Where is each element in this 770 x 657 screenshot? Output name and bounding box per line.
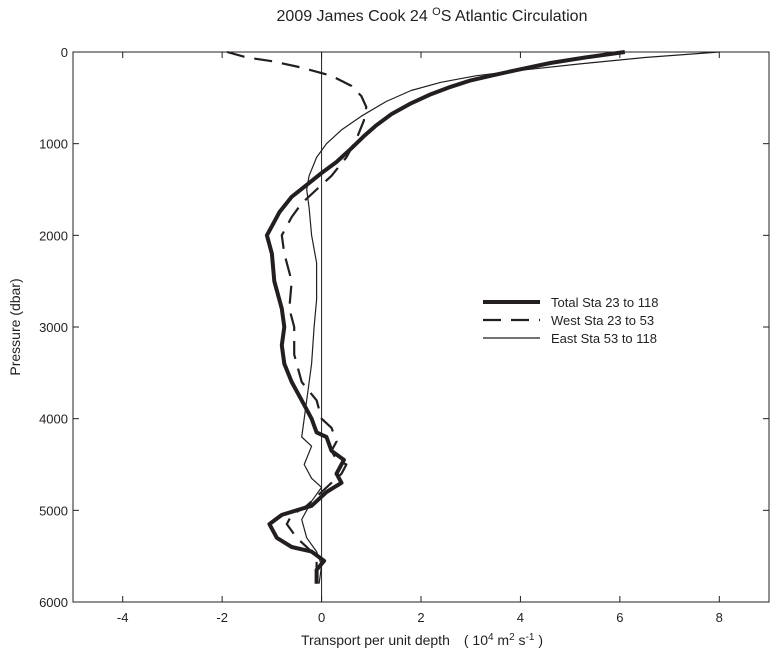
series-line-2 xyxy=(226,50,368,584)
legend-label-2: West Sta 23 to 53 xyxy=(551,313,654,328)
x-tick-label: 4 xyxy=(517,610,524,625)
y-tick-label: 5000 xyxy=(39,503,68,518)
x-tick-label: -4 xyxy=(117,610,129,625)
series-line-1 xyxy=(264,50,626,584)
x-tick-label: 6 xyxy=(616,610,623,625)
x-tick-label: -2 xyxy=(216,610,228,625)
y-axis-label: Pressure (dbar) xyxy=(7,278,23,375)
plot-frame xyxy=(72,51,770,603)
series-layer xyxy=(226,50,720,584)
plot-axes: -4 -2 0 2 4 6 8 0 1000 2000 3000 4000 5000 6000 xyxy=(39,45,770,625)
legend-label-3: East Sta 53 to 118 xyxy=(551,331,657,346)
legend: Total Sta 23 to 118 West Sta 23 to 53 East… xyxy=(483,295,658,346)
series-line-3 xyxy=(301,51,720,584)
y-tick-label: 1000 xyxy=(39,137,68,152)
x-tick-label: 2 xyxy=(417,610,424,625)
x-tick-label: 8 xyxy=(716,610,723,625)
chart-title: 2009 James Cook 24 OS Atlantic Circulati… xyxy=(277,6,588,25)
x-tick-label: 0 xyxy=(318,610,325,625)
x-axis-label: Transport per unit depth( 104 m2 s-1 ) xyxy=(301,632,543,648)
legend-label-1: Total Sta 23 to 118 xyxy=(551,295,658,310)
y-tick-label: 4000 xyxy=(39,412,68,427)
y-tick-label: 0 xyxy=(61,45,68,60)
y-tick-label: 6000 xyxy=(39,595,68,610)
y-tick-label: 2000 xyxy=(39,228,68,243)
y-tick-label: 3000 xyxy=(39,320,68,335)
